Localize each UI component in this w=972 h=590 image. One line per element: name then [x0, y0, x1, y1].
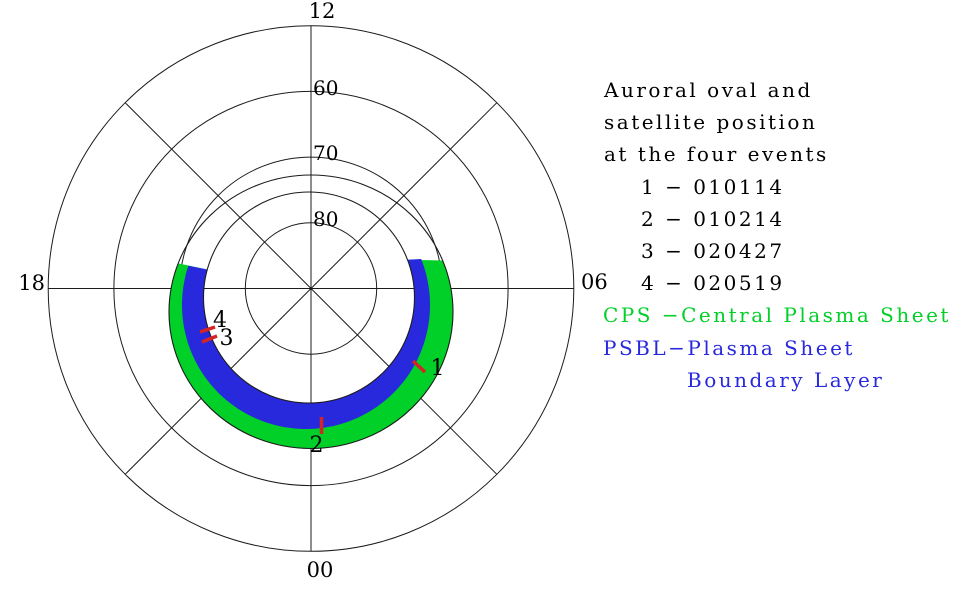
event-label-3: 3 [220, 326, 234, 351]
event-label-2: 2 [310, 433, 324, 458]
band-psbl [182, 259, 430, 429]
spoke-line-135 [124, 102, 498, 475]
satellite-tick-event-1 [411, 359, 427, 374]
ring-label-80: 80 [313, 207, 338, 231]
event-label-1: 1 [431, 356, 445, 381]
ring-label-60: 60 [313, 76, 338, 100]
event-label-4: 4 [213, 308, 227, 333]
oval-boundary-equatorward [168, 174, 454, 450]
ring-label-70: 70 [313, 141, 338, 165]
clock-label-12: 12 [309, 0, 336, 23]
satellite-tick-event-3 [201, 334, 218, 344]
oval-boundary-poleward [202, 191, 416, 404]
clock-label-18: 18 [18, 271, 45, 295]
clock-label-00: 00 [307, 558, 334, 582]
satellite-tick-event-4 [199, 325, 216, 334]
clock-label-06: 06 [581, 270, 608, 294]
